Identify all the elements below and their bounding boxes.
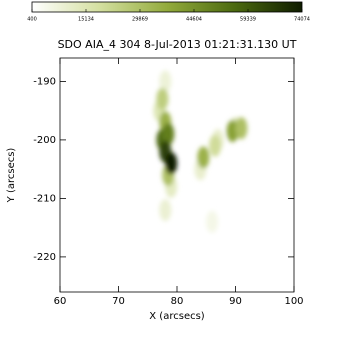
emission [162, 123, 175, 146]
x-axis-label: X (arcsecs) [149, 311, 205, 322]
colorbar-tick-label: 59339 [240, 17, 256, 23]
colorbar-tick-label: 400 [27, 17, 37, 23]
emission [156, 87, 169, 110]
colorbar-tick-label: 44604 [186, 17, 202, 23]
y-tick-label: -200 [33, 135, 56, 146]
x-tick-label: 90 [229, 296, 242, 307]
x-tick-label: 100 [284, 296, 303, 307]
colorbar [31, 1, 303, 13]
y-tick-label: -210 [33, 193, 56, 204]
y-tick-label: -190 [33, 76, 56, 87]
x-tick-label: 80 [171, 296, 184, 307]
x-tick-label: 70 [112, 296, 125, 307]
chart-title: SDO AIA_4 304 8-Jul-2013 01:21:31.130 UT [58, 38, 297, 51]
emission [235, 117, 248, 140]
y-axis-label: Y (arcsecs) [6, 148, 17, 204]
emission [206, 210, 219, 233]
y-tick-label: -220 [33, 252, 56, 263]
colorbar-tick-label: 29869 [132, 17, 148, 23]
emission [197, 146, 210, 169]
emission [165, 152, 178, 175]
plot-frame [59, 57, 295, 293]
x-tick-label: 60 [54, 296, 67, 307]
colorbar-tick-label: 15134 [78, 17, 94, 23]
emission [159, 199, 172, 222]
colorbar-tick-label: 74074 [294, 17, 310, 23]
emission [159, 70, 172, 93]
image [153, 70, 248, 233]
emission [209, 134, 222, 157]
